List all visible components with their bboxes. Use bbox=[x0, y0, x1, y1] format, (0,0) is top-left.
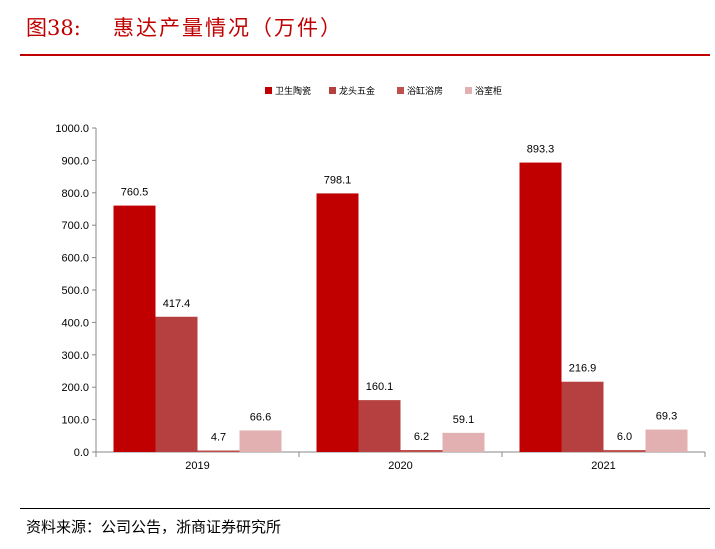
data-label: 798.1 bbox=[324, 174, 352, 186]
y-tick-label: 700.0 bbox=[61, 220, 89, 232]
data-label: 760.5 bbox=[121, 187, 149, 199]
y-tick-label: 900.0 bbox=[61, 155, 89, 167]
bar bbox=[155, 316, 198, 452]
figure-title: 惠达产量情况（万件） bbox=[113, 16, 343, 40]
y-tick-label: 500.0 bbox=[61, 285, 89, 297]
data-label: 69.3 bbox=[656, 411, 677, 423]
bar-chart: 0.0 100.0 200.0 300.0 400.0 500.0 600.0 700.0 80… bbox=[55, 85, 706, 472]
legend-label: 浴缸浴房 bbox=[407, 85, 443, 97]
x-tick-label: 2020 bbox=[388, 460, 412, 472]
y-tick-label: 400.0 bbox=[61, 317, 89, 329]
bar bbox=[442, 432, 485, 452]
data-label: 216.9 bbox=[569, 363, 597, 375]
legend-swatch bbox=[465, 87, 472, 94]
legend-swatch bbox=[397, 87, 404, 94]
y-tick-label: 100.0 bbox=[61, 415, 89, 427]
bar bbox=[519, 162, 562, 452]
y-tick-label: 200.0 bbox=[61, 382, 89, 394]
bar bbox=[113, 205, 156, 452]
bar bbox=[197, 450, 240, 452]
header-divider bbox=[20, 54, 710, 56]
legend-swatch bbox=[329, 87, 336, 94]
y-tick-label: 300.0 bbox=[61, 350, 89, 362]
data-label: 4.7 bbox=[211, 431, 226, 443]
y-tick-label: 800.0 bbox=[61, 188, 89, 200]
y-tick-label: 600.0 bbox=[61, 253, 89, 265]
bar bbox=[400, 449, 443, 452]
figure-number: 图38: bbox=[26, 16, 81, 40]
data-label: 66.6 bbox=[250, 411, 271, 423]
legend-label: 浴室柜 bbox=[475, 85, 502, 97]
data-label: 417.4 bbox=[163, 298, 191, 310]
bar bbox=[358, 400, 401, 452]
bar bbox=[316, 193, 359, 453]
bar bbox=[645, 429, 688, 452]
figure-header: 图38: 惠达产量情况（万件） bbox=[0, 0, 715, 58]
bar bbox=[239, 430, 282, 452]
source-note: 资料来源：公司公告，浙商证券研究所 bbox=[26, 518, 282, 536]
y-tick-label: 1000.0 bbox=[55, 123, 89, 135]
footer-divider bbox=[20, 508, 710, 509]
x-tick-label: 2021 bbox=[591, 460, 615, 472]
data-label: 160.1 bbox=[366, 381, 394, 393]
legend-label: 卫生陶瓷 bbox=[275, 85, 311, 97]
bar bbox=[603, 450, 646, 452]
legend-swatch bbox=[265, 87, 272, 94]
data-label: 6.0 bbox=[617, 431, 632, 443]
data-label: 893.3 bbox=[527, 144, 555, 156]
bar bbox=[561, 381, 604, 452]
legend-label: 龙头五金 bbox=[339, 85, 375, 97]
data-label: 59.1 bbox=[453, 414, 474, 426]
x-tick-label: 2019 bbox=[185, 460, 209, 472]
y-tick-label: 0.0 bbox=[74, 447, 89, 459]
data-label: 6.2 bbox=[414, 431, 429, 443]
